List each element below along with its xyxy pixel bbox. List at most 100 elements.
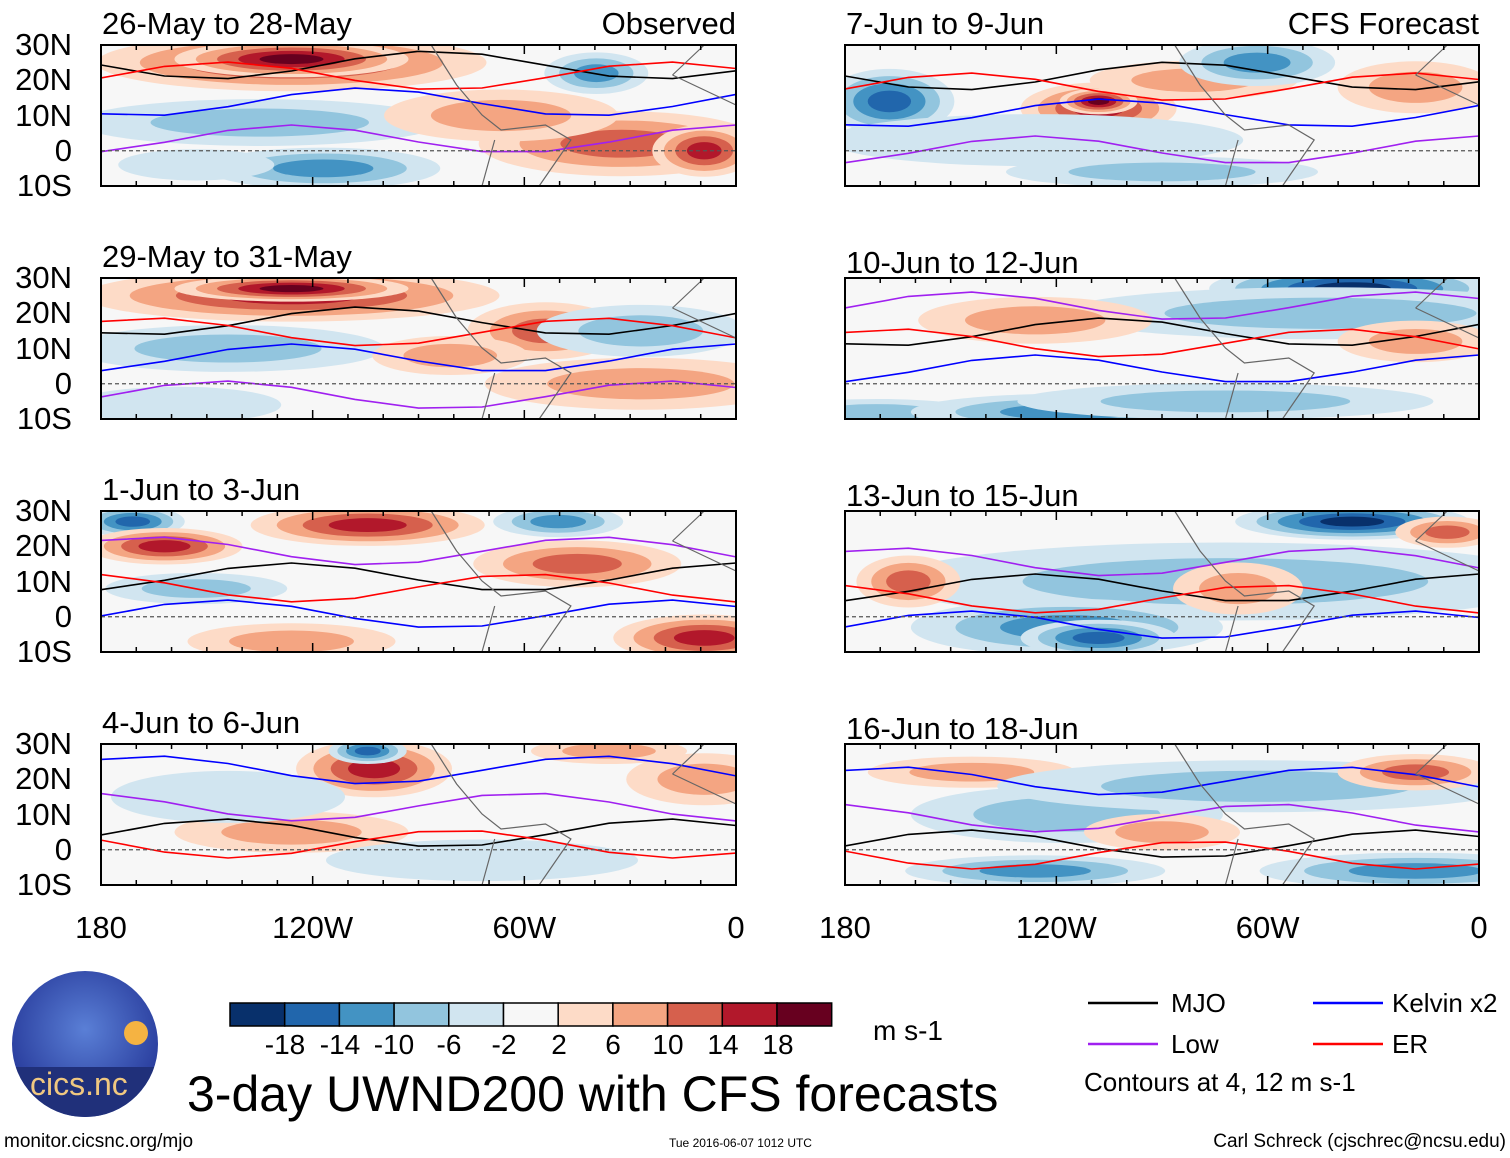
anomaly-contour (134, 334, 322, 363)
er-contour (101, 61, 736, 90)
coastline (430, 44, 737, 187)
panel-source-label: Observed (601, 6, 736, 41)
low-contour (101, 792, 736, 822)
anomaly-contour (1368, 71, 1463, 103)
mjo-contour (101, 818, 736, 847)
lon-label: 120W (1015, 910, 1097, 945)
er-contour (101, 573, 736, 603)
anomaly-contour (259, 54, 324, 65)
anomaly-contour (562, 744, 656, 759)
lat-label: 30N (15, 493, 72, 528)
anomaly-contour (111, 770, 345, 823)
lon-label: 60W (1235, 910, 1300, 945)
panel-period-title: 29-May to 31-May (102, 239, 352, 274)
kelvin-contour (845, 610, 1479, 639)
anomaly-contour (430, 99, 572, 132)
kelvin-contour (845, 766, 1479, 796)
footer-credit: Carl Schreck (cjschrec@ncsu.edu) (1213, 1131, 1506, 1152)
anomaly-contour (1115, 821, 1209, 844)
low-contour (845, 803, 1479, 833)
lat-label: 10N (15, 796, 72, 832)
low-contour (101, 536, 736, 566)
lat-label: 10S (16, 867, 72, 902)
map-panel (844, 44, 1480, 187)
legend-er: ER (1392, 1029, 1429, 1059)
anomaly-contour (532, 553, 622, 574)
anomaly-contour (964, 306, 1106, 335)
lon-label: 0 (1470, 910, 1488, 945)
anomaly-contour (1320, 516, 1385, 527)
lat-label: 0 (54, 365, 72, 401)
anomaly-contour (1223, 52, 1291, 73)
colorbar-swatch (393, 1002, 450, 1027)
colorbar-label: -14 (319, 1029, 361, 1060)
anomaly-contour (150, 108, 369, 137)
footer-url-link[interactable]: monitor.cicsnc.org/mjo (4, 1131, 194, 1152)
anomaly-field (101, 278, 736, 419)
anomaly-contour (979, 864, 1091, 878)
lat-label: 10N (15, 97, 72, 133)
anomaly-field (845, 744, 1479, 885)
anomaly-contour (578, 315, 704, 347)
map-panel (844, 510, 1480, 653)
anomaly-contour (221, 819, 362, 845)
coastline (430, 277, 737, 420)
colorbar-swatch (338, 1002, 395, 1027)
er-contour (101, 830, 736, 859)
footer-timestamp: Tue 2016-06-07 1012 UTC (669, 1136, 812, 1150)
contours-note: Contours at 4, 12 m s-1 (1084, 1067, 1356, 1097)
anomaly-field (101, 45, 736, 186)
colorbar-label: 14 (707, 1029, 739, 1060)
anomaly-field (845, 511, 1479, 652)
lat-label: 10S (16, 401, 72, 436)
lat-label: 0 (54, 831, 72, 867)
panel-period-title: 1-Jun to 3-Jun (102, 472, 301, 507)
anomaly-contour (118, 149, 275, 181)
er-contour (845, 72, 1479, 101)
lat-label: 30N (15, 27, 72, 62)
figure-title: 3-day UWND200 with CFS forecasts (187, 1066, 999, 1122)
anomaly-field (101, 511, 736, 652)
lon-label: 0 (727, 910, 745, 945)
logo-text: cics.nc (30, 1066, 128, 1102)
mjo-contour (101, 50, 736, 80)
colorbar-label: -18 (264, 1029, 306, 1060)
er-contour (845, 841, 1479, 870)
kelvin-contour (101, 343, 736, 372)
low-contour (845, 291, 1479, 320)
colorbar-swatch (612, 1002, 669, 1027)
anomaly-contour (328, 518, 407, 533)
lon-label: 120W (272, 910, 354, 945)
colorbar-label: 2 (551, 1029, 567, 1060)
map-panel (100, 277, 737, 420)
map-panel (844, 277, 1480, 420)
anomaly-contour (1072, 631, 1125, 644)
colorbar-swatch (448, 1002, 505, 1027)
colorbar-swatch (721, 1002, 778, 1027)
coastline (1174, 510, 1480, 653)
anomaly-contour (115, 516, 151, 527)
cics-logo: cics.nc (12, 971, 158, 1117)
anomaly-contour (259, 285, 324, 293)
anomaly-contour (909, 762, 1035, 782)
kelvin-contour (101, 599, 736, 628)
lat-label: 10N (15, 563, 72, 599)
colorbar-swatch (666, 1002, 724, 1027)
kelvin-contour (101, 755, 736, 785)
anomaly-contour (1382, 764, 1450, 780)
mjo-contour (101, 562, 736, 591)
anomaly-contour (886, 570, 931, 593)
anomaly-contour (1101, 770, 1414, 802)
map-panel (100, 743, 737, 886)
anomaly-contour (1164, 297, 1477, 329)
lat-label: 20N (15, 62, 72, 98)
lat-label: 0 (54, 132, 72, 168)
panel-source-label: CFS Forecast (1287, 6, 1479, 41)
coastline (1174, 277, 1480, 420)
colorbar-units: m s-1 (873, 1015, 943, 1046)
colorbar-swatch (557, 1002, 614, 1027)
low-contour (845, 547, 1479, 577)
lat-label: 10N (15, 330, 72, 366)
mjo-contour (845, 61, 1479, 91)
